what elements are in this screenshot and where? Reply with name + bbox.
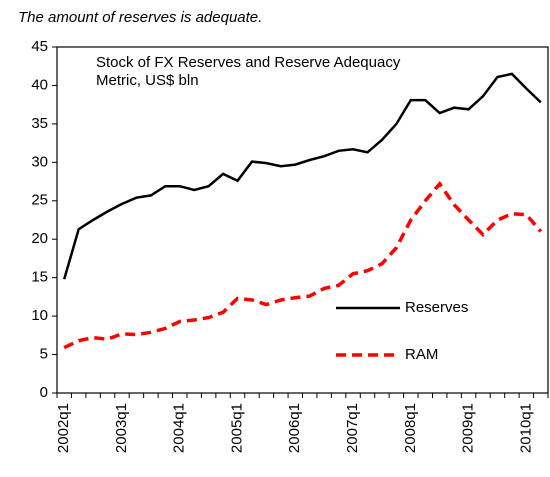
y-tick-label: 25 — [31, 192, 48, 209]
chart-title: Stock of FX Reserves and Reserve Adequac… — [96, 54, 401, 71]
y-tick-label: 35 — [31, 115, 48, 132]
x-tick-label: 2004q1 — [171, 403, 188, 453]
chart-title: Metric, US$ bln — [96, 72, 199, 89]
x-tick-label: 2008q1 — [402, 403, 419, 453]
y-tick-label: 0 — [40, 384, 48, 401]
x-tick-label: 2003q1 — [113, 403, 130, 453]
y-tick-label: 40 — [31, 76, 48, 93]
x-tick-label: 2006q1 — [286, 403, 303, 453]
y-tick-label: 10 — [31, 307, 48, 324]
x-tick-label: 2009q1 — [460, 403, 477, 453]
y-tick-label: 45 — [31, 38, 48, 55]
y-tick-label: 30 — [31, 153, 48, 170]
y-tick-label: 5 — [40, 346, 48, 363]
legend-label: RAM — [405, 346, 438, 363]
x-tick-label: 2010q1 — [517, 403, 534, 453]
legend-label: Reserves — [405, 299, 468, 316]
plot-frame — [56, 46, 549, 394]
x-tick-label: 2002q1 — [55, 403, 72, 453]
x-tick-label: 2005q1 — [228, 403, 245, 453]
note: The amount of reserves is adequate. — [18, 9, 262, 26]
series-line — [63, 181, 543, 350]
y-tick-label: 20 — [31, 230, 48, 247]
x-tick-label: 2007q1 — [344, 403, 361, 453]
series-line — [62, 72, 542, 280]
y-tick-label: 15 — [31, 269, 48, 286]
